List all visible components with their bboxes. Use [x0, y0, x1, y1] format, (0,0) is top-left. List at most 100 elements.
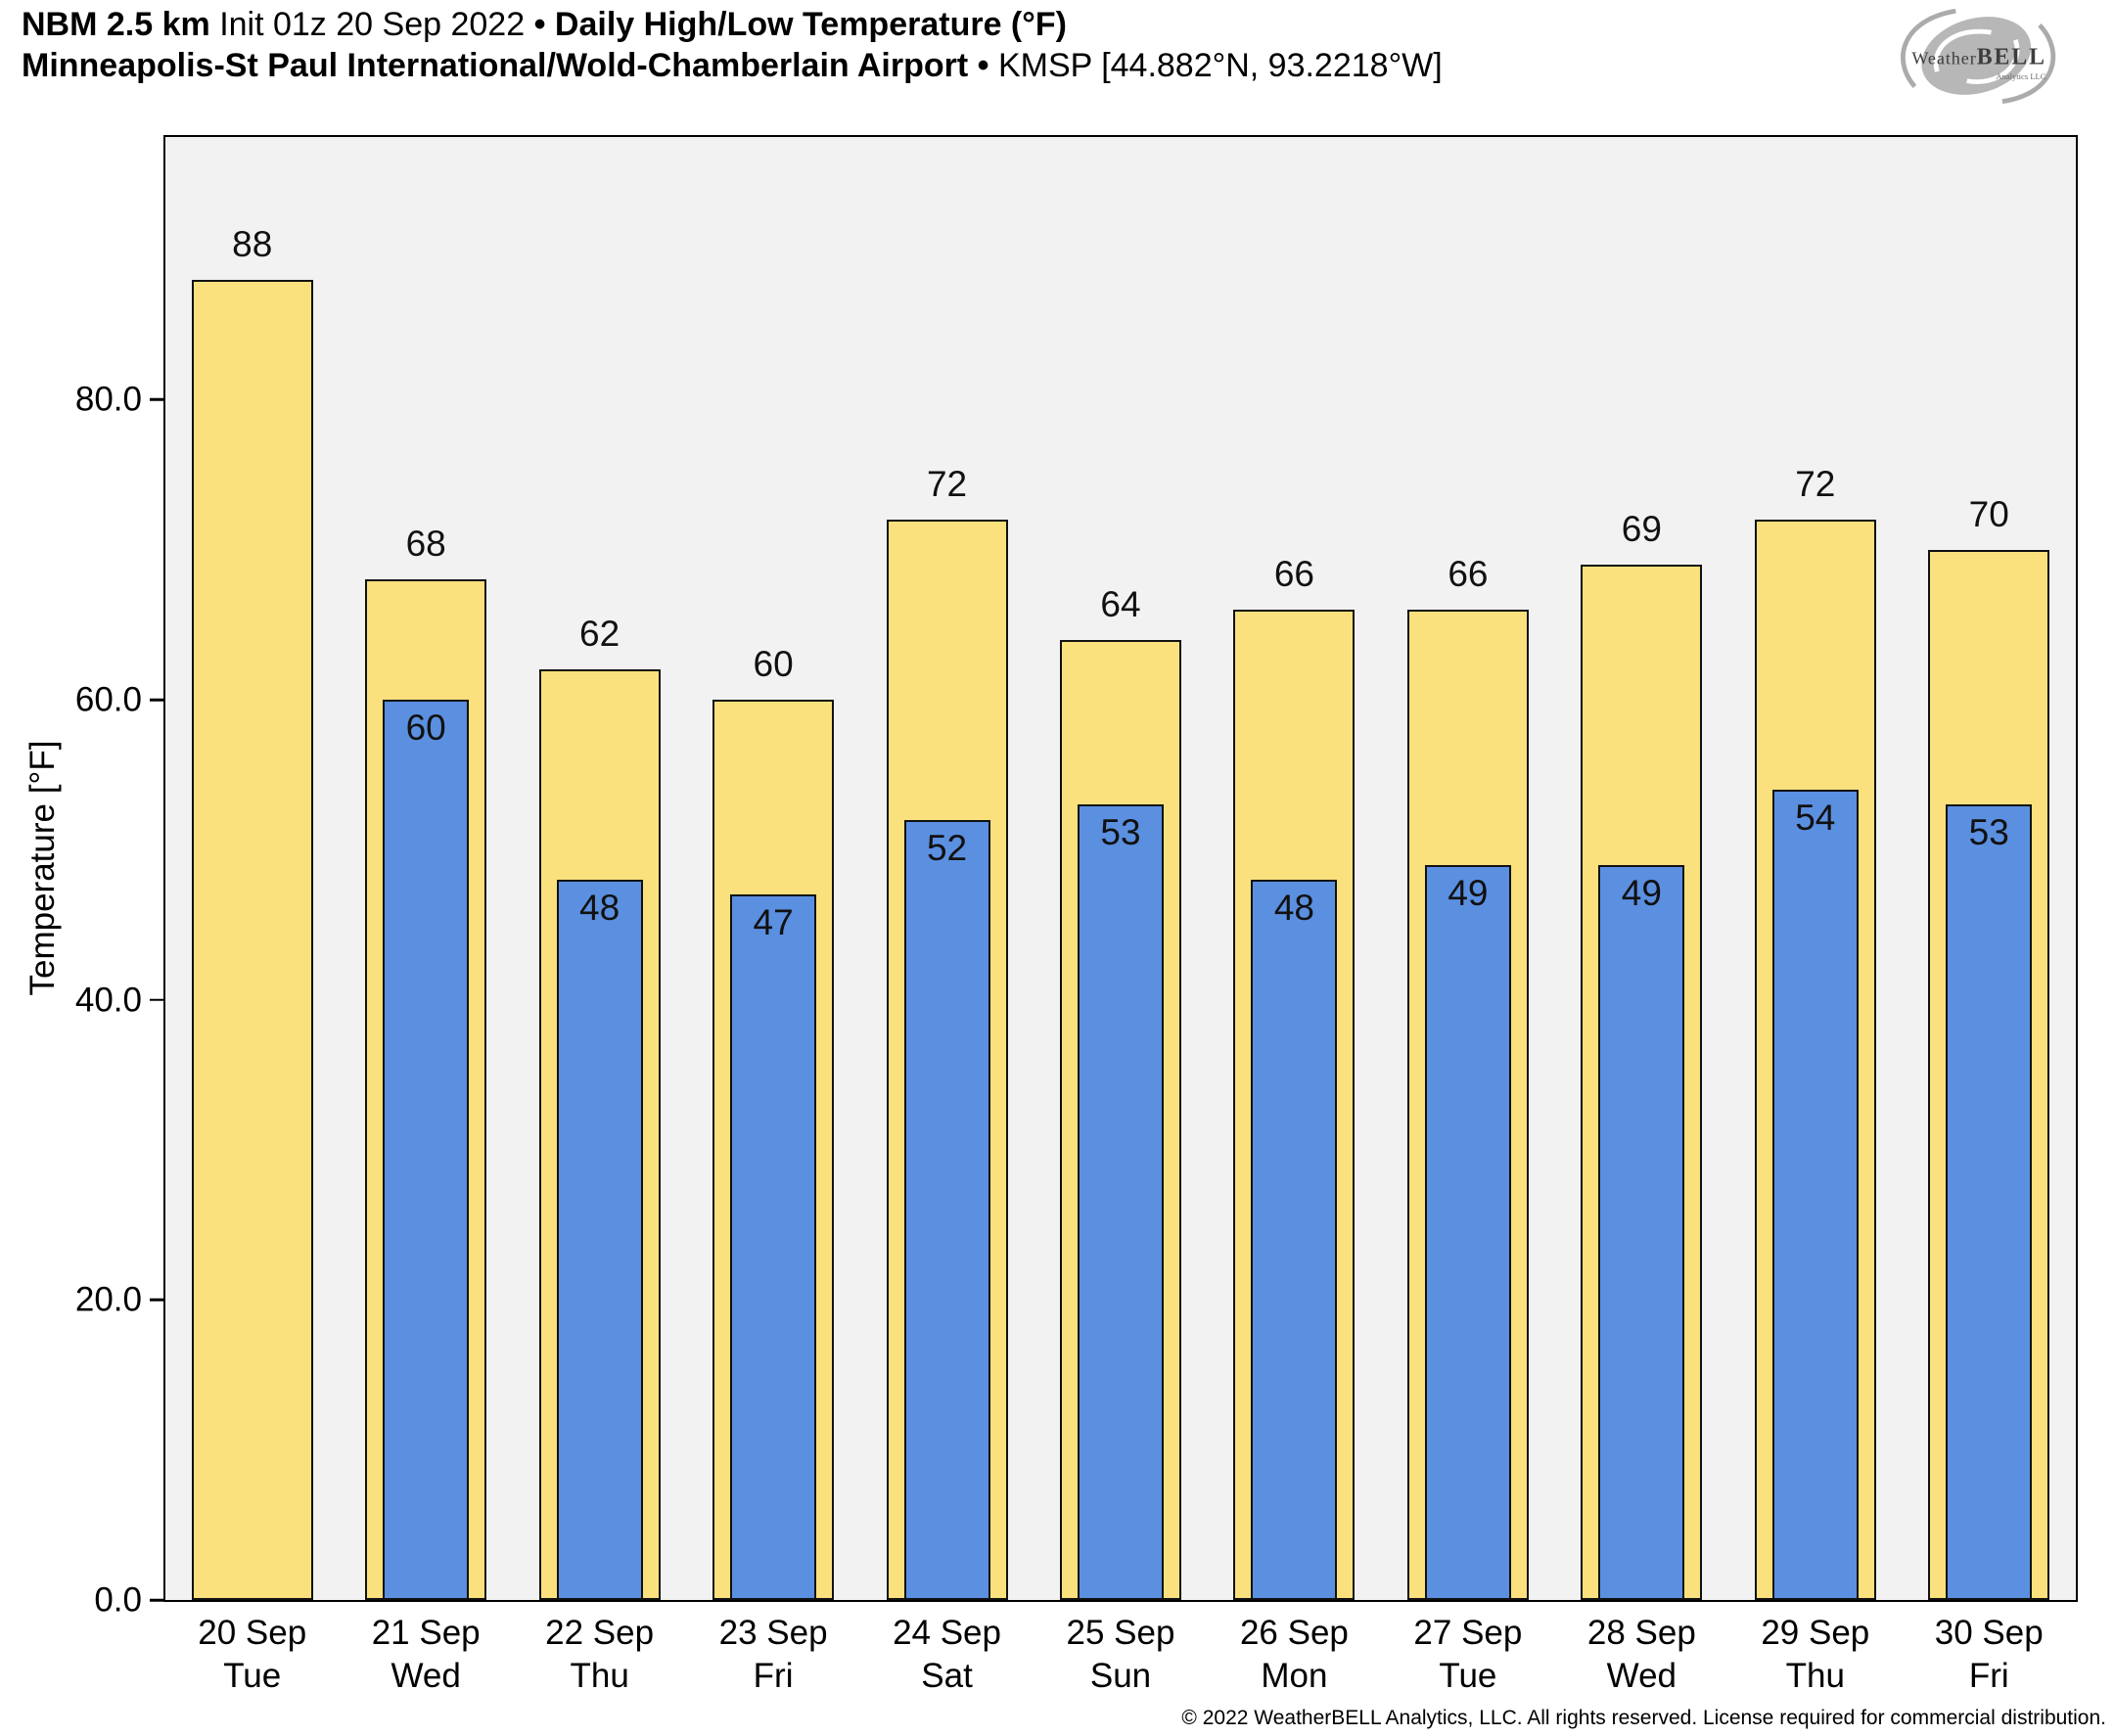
- x-tick-date: 23 Sep: [718, 1614, 828, 1652]
- y-tick-label: 0.0: [94, 1580, 142, 1620]
- day-bar-group: 69 49 28 Sep Wed: [1555, 137, 1728, 1695]
- y-tick-label: 20.0: [74, 1280, 142, 1319]
- x-tick-label: 30 Sep Fri: [1903, 1612, 2076, 1698]
- product-title: Daily High/Low Temperature (°F): [554, 6, 1067, 43]
- high-temp-bar: [191, 279, 313, 1600]
- low-temp-bar: 48: [556, 880, 643, 1600]
- high-value-label: 69: [1621, 509, 1662, 549]
- day-bar-group: 70 53 30 Sep Fri: [1903, 137, 2076, 1695]
- x-tick-weekday: Sun: [1089, 1657, 1152, 1695]
- x-tick-weekday: Wed: [1606, 1657, 1677, 1695]
- day-bar-group: 68 60 21 Sep Wed: [339, 137, 512, 1695]
- x-tick-label: 21 Sep Wed: [339, 1612, 512, 1698]
- x-tick-weekday: Sat: [921, 1657, 973, 1695]
- low-temp-bar: 49: [1598, 864, 1685, 1600]
- x-tick-weekday: Thu: [570, 1657, 629, 1695]
- high-value-label: 60: [753, 644, 794, 684]
- y-tick-label: 40.0: [74, 981, 142, 1020]
- x-tick-weekday: Thu: [1785, 1657, 1845, 1695]
- x-tick-label: 28 Sep Wed: [1555, 1612, 1728, 1698]
- svg-text:Analytics LLC: Analytics LLC: [1996, 71, 2045, 81]
- weatherbell-logo-icon: WeatherBELL Analytics LLC: [1901, 8, 2056, 105]
- x-tick-label: 26 Sep Mon: [1208, 1612, 1381, 1698]
- high-value-label: 72: [1795, 464, 1836, 504]
- y-tick-mark: [150, 998, 165, 1001]
- day-bar-group: 60 47 23 Sep Fri: [686, 137, 859, 1695]
- low-value-label: 52: [926, 827, 968, 868]
- y-tick-mark: [150, 1299, 165, 1302]
- day-bar-group: 72 52 24 Sep Sat: [860, 137, 1034, 1695]
- init-time: Init 01z 20 Sep 2022: [219, 6, 526, 43]
- x-tick-date: 20 Sep: [198, 1614, 307, 1652]
- low-value-label: 48: [1273, 888, 1315, 928]
- day-bar-group: 88 20 Sep Tue: [165, 137, 339, 1695]
- x-tick-date: 25 Sep: [1066, 1614, 1175, 1652]
- x-tick-date: 21 Sep: [371, 1614, 481, 1652]
- x-tick-weekday: Wed: [391, 1657, 461, 1695]
- x-tick-date: 28 Sep: [1586, 1614, 1696, 1652]
- low-value-label: 54: [1795, 798, 1836, 838]
- high-value-label: 64: [1100, 583, 1141, 624]
- low-value-label: 48: [579, 888, 620, 928]
- day-bar-group: 66 48 26 Sep Mon: [1208, 137, 1381, 1695]
- x-tick-label: 25 Sep Sun: [1034, 1612, 1207, 1698]
- station-name: Minneapolis-St Paul International/Wold-C…: [22, 47, 969, 84]
- x-tick-date: 24 Sep: [893, 1614, 1001, 1652]
- x-tick-weekday: Mon: [1261, 1657, 1328, 1695]
- x-tick-weekday: Fri: [753, 1657, 794, 1695]
- x-tick-date: 30 Sep: [1934, 1614, 2044, 1652]
- x-tick-weekday: Tue: [1439, 1657, 1497, 1695]
- x-tick-label: 23 Sep Fri: [686, 1612, 859, 1698]
- header-line-2: Minneapolis-St Paul International/Wold-C…: [22, 45, 1443, 86]
- low-temp-bar: 54: [1771, 790, 1859, 1600]
- high-value-label: 72: [926, 464, 968, 504]
- high-value-label: 68: [405, 524, 446, 565]
- station-id: KMSP [44.882°N, 93.2218°W]: [998, 47, 1443, 84]
- low-value-label: 53: [1968, 812, 2009, 853]
- high-value-label: 62: [579, 614, 620, 655]
- y-tick-mark: [150, 698, 165, 702]
- low-temp-bar: 47: [730, 894, 817, 1600]
- day-bar-group: 62 48 22 Sep Thu: [513, 137, 686, 1695]
- x-tick-weekday: Fri: [1968, 1657, 2009, 1695]
- x-tick-label: 27 Sep Tue: [1381, 1612, 1554, 1698]
- y-tick-mark: [150, 398, 165, 401]
- high-value-label: 66: [1273, 554, 1315, 594]
- plot-area: 0.0 20.0 40.0 60.0 80.0 88 20 Sep Tue 68 60 21 Sep…: [75, 135, 2078, 1695]
- low-value-label: 53: [1100, 812, 1141, 853]
- svg-text:WeatherBELL: WeatherBELL: [1911, 45, 2046, 70]
- day-bar-group: 64 53 25 Sep Sun: [1034, 137, 1207, 1695]
- low-temp-bar: 52: [903, 819, 990, 1600]
- x-tick-label: 29 Sep Thu: [1728, 1612, 1902, 1698]
- x-tick-date: 22 Sep: [545, 1614, 655, 1652]
- bullet-separator: •: [533, 6, 546, 43]
- x-tick-date: 29 Sep: [1761, 1614, 1870, 1652]
- x-tick-label: 24 Sep Sat: [860, 1612, 1034, 1698]
- x-tick-date: 26 Sep: [1239, 1614, 1349, 1652]
- high-value-label: 88: [232, 223, 273, 264]
- low-value-label: 60: [405, 708, 446, 748]
- high-value-label: 70: [1968, 493, 2009, 534]
- low-value-label: 49: [1621, 872, 1662, 913]
- x-tick-label: 22 Sep Thu: [513, 1612, 686, 1698]
- low-temp-bar: 48: [1251, 880, 1338, 1600]
- y-tick-label: 80.0: [74, 380, 142, 419]
- high-value-label: 66: [1448, 554, 1489, 594]
- x-tick-weekday: Tue: [223, 1657, 282, 1695]
- low-temp-bar: 53: [1077, 804, 1164, 1600]
- y-tick-mark: [150, 1598, 165, 1602]
- x-tick-date: 27 Sep: [1413, 1614, 1523, 1652]
- y-axis-title: Temperature [°F]: [23, 740, 62, 996]
- y-tick-label: 60.0: [74, 680, 142, 719]
- x-tick-label: 20 Sep Tue: [165, 1612, 339, 1698]
- low-temp-bar: 53: [1946, 804, 2033, 1600]
- model-name: NBM 2.5 km: [22, 6, 210, 43]
- low-value-label: 47: [753, 902, 794, 943]
- copyright-notice: © 2022 WeatherBELL Analytics, LLC. All r…: [1181, 1707, 2106, 1729]
- low-temp-bar: 60: [383, 700, 470, 1600]
- day-bar-group: 72 54 29 Sep Thu: [1728, 137, 1902, 1695]
- header-line-1: NBM 2.5 km Init 01z 20 Sep 2022 • Daily …: [22, 4, 1067, 45]
- bullet-separator: •: [977, 47, 989, 84]
- low-temp-bar: 49: [1424, 864, 1511, 1600]
